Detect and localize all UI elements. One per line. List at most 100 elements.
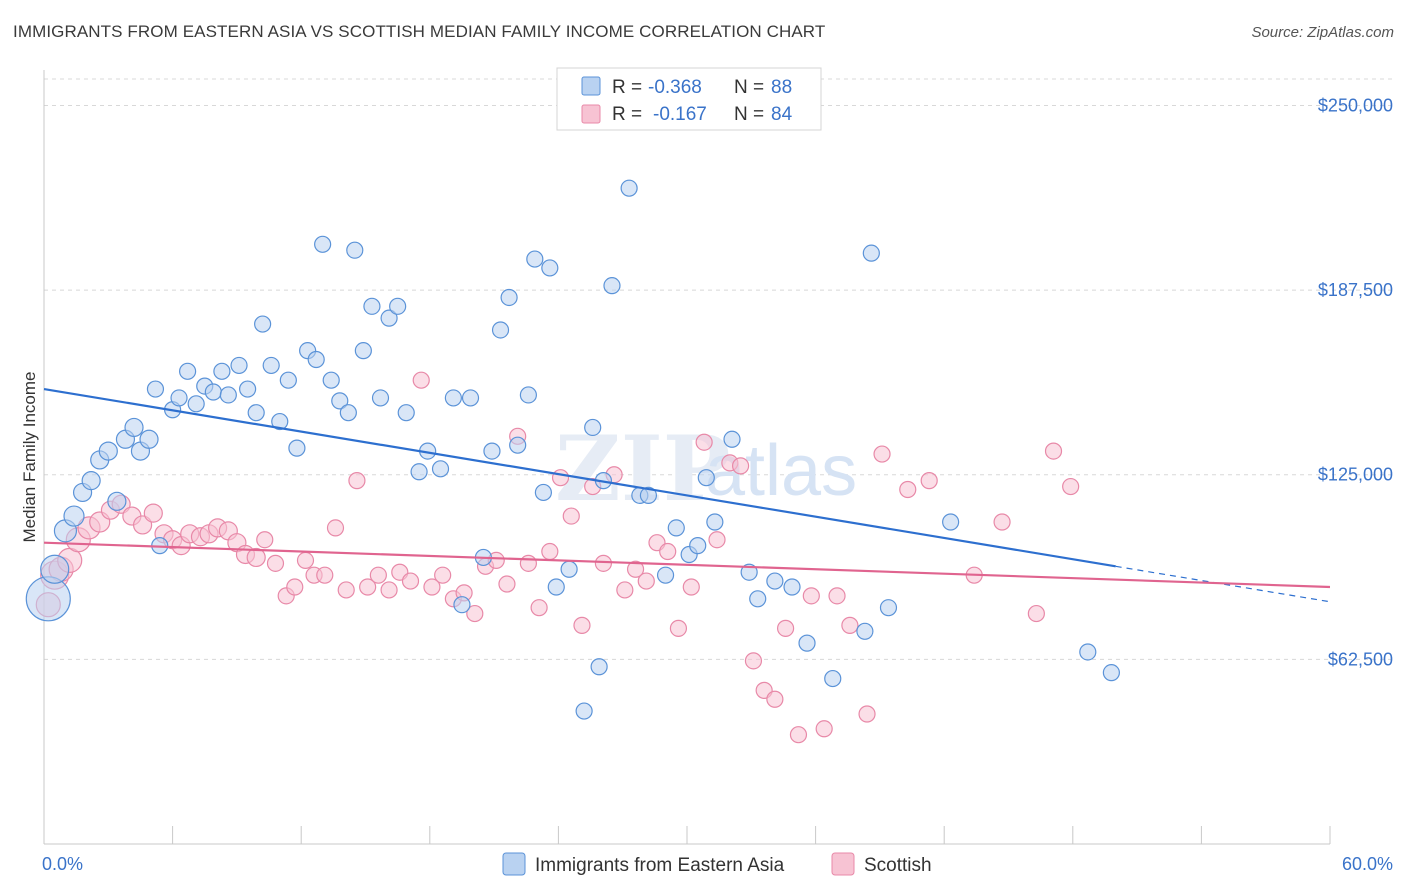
scottish-point-83 bbox=[1027, 604, 1045, 623]
eastern-asia-point-66 bbox=[620, 179, 638, 197]
eastern-asia-point-83 bbox=[862, 244, 880, 262]
scottish-point-43 bbox=[466, 604, 484, 623]
scottish-point-58 bbox=[626, 560, 645, 578]
scottish-point-39 bbox=[423, 578, 441, 596]
eastern-asia-point-39 bbox=[363, 297, 381, 315]
scottish-point-10 bbox=[132, 515, 153, 535]
bottom-legend-swatch-blue bbox=[502, 852, 526, 876]
eastern-asia-point-38 bbox=[354, 342, 372, 360]
legend-n-label-2: N = bbox=[734, 104, 764, 125]
eastern-asia-trend-line bbox=[43, 387, 1116, 568]
eastern-asia-point-25 bbox=[247, 404, 265, 422]
eastern-asia-point-72 bbox=[689, 537, 707, 555]
top-legend: R = -0.368 N = 88 R = -0.167 N = 84 bbox=[556, 67, 822, 131]
eastern-asia-point-35 bbox=[331, 392, 349, 410]
eastern-asia-point-87 bbox=[1102, 664, 1120, 682]
eastern-asia-trend-extension bbox=[1115, 565, 1331, 603]
scottish-point-52 bbox=[562, 507, 580, 525]
scottish-point-74 bbox=[815, 720, 833, 738]
scottish-point-29 bbox=[316, 566, 334, 584]
scottish-point-37 bbox=[401, 572, 420, 590]
eastern-asia-point-8 bbox=[107, 491, 127, 511]
scottish-point-48 bbox=[519, 554, 537, 572]
eastern-asia-point-5 bbox=[81, 471, 101, 491]
scottish-point-50 bbox=[541, 542, 559, 561]
eastern-asia-point-57 bbox=[534, 483, 552, 502]
eastern-asia-point-10 bbox=[124, 417, 144, 438]
legend-box bbox=[556, 67, 822, 131]
tick-labels: $62,500 $125,000 $187,500 $250,000 0.0% 60.0% bbox=[42, 95, 1393, 874]
trend-lines bbox=[43, 387, 1331, 603]
eastern-asia-point-75 bbox=[723, 430, 741, 448]
scottish-point-73 bbox=[802, 587, 820, 605]
watermark-zip: ZIP bbox=[555, 416, 730, 522]
eastern-asia-point-44 bbox=[410, 463, 428, 481]
eastern-asia-point-24 bbox=[239, 380, 257, 398]
eastern-asia-point-7 bbox=[98, 441, 118, 461]
x-tick-label-1: 60.0% bbox=[1342, 854, 1393, 874]
legend-r-label-2: R = bbox=[612, 104, 642, 125]
x-tick-label-0: 0.0% bbox=[42, 854, 83, 874]
chart-title: IMMIGRANTS FROM EASTERN ASIA VS SCOTTISH… bbox=[13, 22, 826, 41]
eastern-asia-point-54 bbox=[509, 436, 527, 454]
eastern-asia-point-48 bbox=[453, 596, 471, 614]
eastern-asia-point-13 bbox=[146, 380, 165, 398]
scottish-point-82 bbox=[993, 513, 1011, 531]
scottish-point-71 bbox=[776, 619, 795, 637]
eastern-asia-point-56 bbox=[526, 250, 544, 268]
scottish-trend-line bbox=[43, 541, 1331, 589]
eastern-asia-point-16 bbox=[170, 389, 188, 407]
scottish-point-61 bbox=[659, 542, 677, 561]
scottish-point-38 bbox=[412, 371, 430, 389]
scottish-point-34 bbox=[369, 566, 387, 584]
scottish-point-68 bbox=[744, 652, 763, 670]
scottish-point-62 bbox=[669, 619, 688, 637]
scottish-point-65 bbox=[708, 531, 726, 549]
y-tick-label-2: $187,500 bbox=[1318, 280, 1393, 300]
eastern-asia-point-22 bbox=[219, 386, 237, 404]
eastern-asia-point-42 bbox=[389, 297, 407, 315]
scottish-point-78 bbox=[873, 445, 891, 463]
scottish-point-53 bbox=[573, 616, 591, 634]
eastern-asia-point-23 bbox=[230, 356, 248, 375]
bottom-legend: Immigrants from Eastern Asia Scottish bbox=[502, 852, 932, 876]
eastern-asia-point-58 bbox=[541, 259, 559, 277]
scottish-point-40 bbox=[434, 566, 452, 584]
legend-n-value-1: 88 bbox=[771, 77, 792, 98]
eastern-asia-point-49 bbox=[461, 389, 480, 407]
eastern-asia-point-63 bbox=[590, 658, 608, 676]
legend-r-value-1: -0.368 bbox=[648, 77, 702, 98]
legend-r-value-2: -0.167 bbox=[653, 104, 707, 125]
eastern-asia-point-52 bbox=[491, 321, 510, 339]
eastern-asia-point-28 bbox=[271, 412, 289, 431]
scottish-point-23 bbox=[256, 531, 274, 549]
scottish-point-27 bbox=[296, 551, 315, 569]
eastern-asia-point-65 bbox=[603, 277, 621, 295]
scottish-point-24 bbox=[266, 554, 285, 572]
eastern-asia-point-78 bbox=[766, 572, 784, 590]
legend-r-label-1: R = bbox=[612, 77, 642, 98]
scottish-point-70 bbox=[766, 690, 784, 708]
eastern-asia-points bbox=[25, 179, 1120, 720]
eastern-asia-point-81 bbox=[824, 669, 842, 688]
legend-swatch-pink bbox=[581, 104, 601, 124]
eastern-asia-point-82 bbox=[856, 622, 874, 640]
scottish-point-76 bbox=[841, 616, 859, 634]
eastern-asia-point-76 bbox=[740, 563, 758, 581]
y-tick-label-0: $62,500 bbox=[1328, 649, 1393, 669]
eastern-asia-point-62 bbox=[584, 418, 602, 437]
scottish-point-77 bbox=[858, 705, 876, 723]
legend-n-value-2: 84 bbox=[771, 104, 793, 125]
axes bbox=[43, 70, 1331, 845]
eastern-asia-point-46 bbox=[431, 460, 450, 478]
eastern-asia-point-17 bbox=[179, 362, 197, 380]
eastern-asia-point-18 bbox=[187, 395, 205, 413]
eastern-asia-point-29 bbox=[279, 371, 297, 389]
scottish-points bbox=[35, 371, 1080, 744]
scottish-point-63 bbox=[682, 578, 700, 596]
eastern-asia-point-68 bbox=[639, 486, 658, 505]
eastern-asia-point-79 bbox=[783, 578, 801, 596]
scottish-point-80 bbox=[920, 472, 938, 490]
scottish-point-26 bbox=[286, 578, 304, 596]
scottish-point-64 bbox=[695, 433, 713, 451]
